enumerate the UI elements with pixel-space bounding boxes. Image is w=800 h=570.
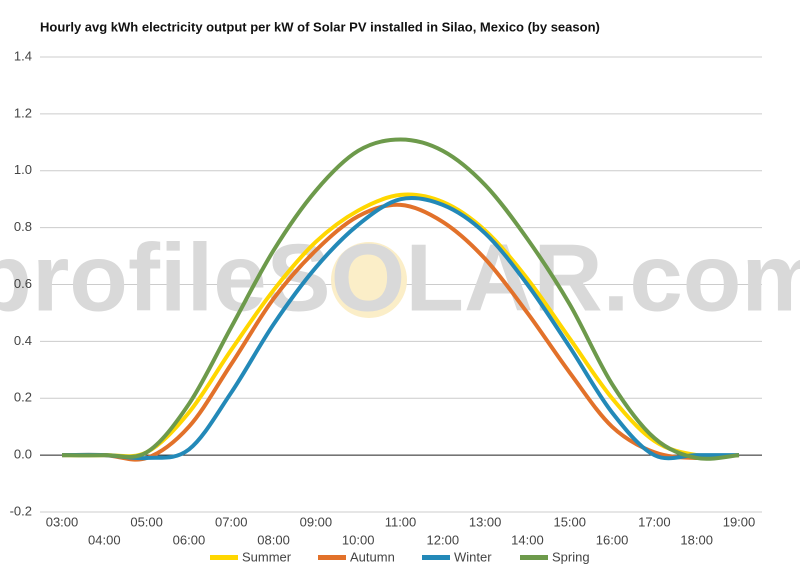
x-tick-label: 06:00 [173,532,206,547]
y-tick-label: 0.4 [14,333,32,348]
legend-swatch [422,555,450,560]
x-tick-label: 04:00 [88,532,121,547]
x-tick-label: 10:00 [342,532,375,547]
y-tick-label: 1.0 [14,162,32,177]
x-tick-label: 09:00 [300,514,333,529]
series-line [61,137,740,461]
legend-label: Autumn [350,549,395,564]
x-tick-label: 18:00 [680,532,713,547]
watermark-sun [331,242,407,318]
legend-swatch [210,555,238,560]
x-tick-label: 17:00 [638,514,671,529]
series-line [61,202,740,462]
y-tick-label: -0.2 [10,503,32,518]
x-tick-label: 14:00 [511,532,544,547]
x-tick-label: 12:00 [427,532,460,547]
legend-swatch [318,555,346,560]
y-tick-label: 0.8 [14,219,32,234]
series-line [61,195,739,461]
x-tick-label: 19:00 [723,514,756,529]
chart-title: Hourly avg kWh electricity output per kW… [40,19,600,34]
series-line [61,192,740,459]
legend-swatch [520,555,548,560]
x-tick-label: 03:00 [46,514,79,529]
x-tick-label: 08:00 [257,532,290,547]
legend-label: Spring [552,549,590,564]
y-tick-label: 0.0 [14,447,32,462]
x-tick-label: 16:00 [596,532,629,547]
x-tick-label: 11:00 [385,514,417,529]
y-tick-label: 0.2 [14,390,32,405]
watermark: profileSOLAR.com [0,224,800,331]
y-tick-label: 1.4 [14,48,32,63]
x-tick-label: 05:00 [130,514,163,529]
x-tick-label: 07:00 [215,514,248,529]
y-tick-label: 0.6 [14,276,32,291]
x-tick-label: 15:00 [553,514,586,529]
legend-label: Summer [242,549,292,564]
x-tick-label: 13:00 [469,514,502,529]
y-tick-label: 1.2 [14,105,32,120]
legend-label: Winter [454,549,492,564]
